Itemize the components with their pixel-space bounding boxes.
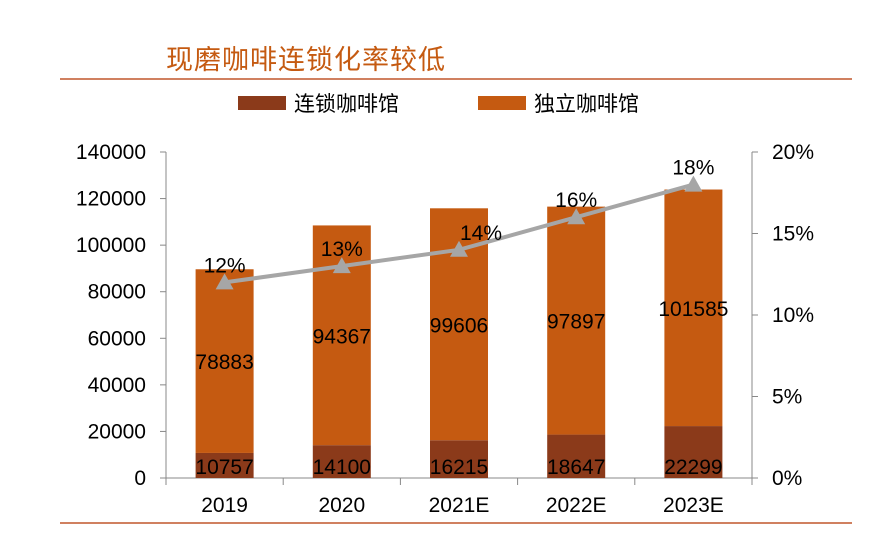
bar-independent-label: 97897 [547,311,605,334]
legend-label: 连锁咖啡馆 [294,93,399,116]
bar-independent-label: 94367 [313,325,371,348]
ratio-label: 12% [204,254,246,277]
left-axis-tick-label: 100000 [76,234,146,257]
bottom-divider [60,522,852,524]
left-axis-tick-label: 80000 [88,281,146,304]
bar-chain-label: 22299 [664,456,722,479]
bar-chain-label: 14100 [313,456,371,479]
right-axis-tick-label: 15% [772,223,814,246]
right-axis-tick-label: 20% [772,141,814,164]
x-axis-tick-label: 2022E [546,494,607,517]
ratio-label: 18% [672,157,714,180]
bar-chain [547,434,606,478]
ratio-point [567,208,586,225]
left-axis-tick-label: 140000 [76,141,146,164]
bar-independent [195,269,254,453]
left-axis-tick-label: 40000 [88,374,146,397]
bar-independent-label: 78883 [195,351,253,374]
bar-chain [430,440,488,478]
bar-independent-label: 99606 [430,314,488,337]
bar-chain-label: 16215 [430,456,488,479]
right-axis-tick-label: 10% [772,304,814,327]
ratio-label: 14% [460,222,502,245]
ratio-point [215,273,234,290]
x-axis-tick-label: 2023E [663,494,724,517]
right-axis-tick-label: 0% [772,467,802,490]
ratio-label: 16% [555,189,597,212]
title-divider [60,78,852,80]
bar-chain-label: 18647 [547,456,605,479]
bar-chain [312,445,371,478]
chart-title: 现磨咖啡连锁化率较低 [166,45,446,76]
ratio-point [450,240,468,257]
bar-chain [195,452,254,478]
bar-independent-label: 101585 [658,298,728,321]
left-axis-tick-label: 60000 [88,327,146,350]
ratio-point [684,175,703,192]
legend-label: 独立咖啡馆 [534,93,639,116]
left-axis-tick-label: 20000 [88,420,146,443]
ratio-label: 13% [321,238,363,261]
right-axis-tick-label: 5% [772,386,802,409]
legend-swatch [238,96,286,110]
ratio-point [332,257,351,274]
left-axis-tick-label: 120000 [76,188,146,211]
x-axis-tick-label: 2020 [318,494,365,517]
bar-independent [547,206,606,435]
bar-chain [664,426,723,478]
legend-swatch [478,96,526,110]
bar-independent [664,189,723,427]
x-axis-tick-label: 2021E [429,494,490,517]
left-axis-tick-label: 0 [134,467,146,490]
x-axis-tick-label: 2019 [201,494,248,517]
bar-chain-label: 10757 [195,456,253,479]
